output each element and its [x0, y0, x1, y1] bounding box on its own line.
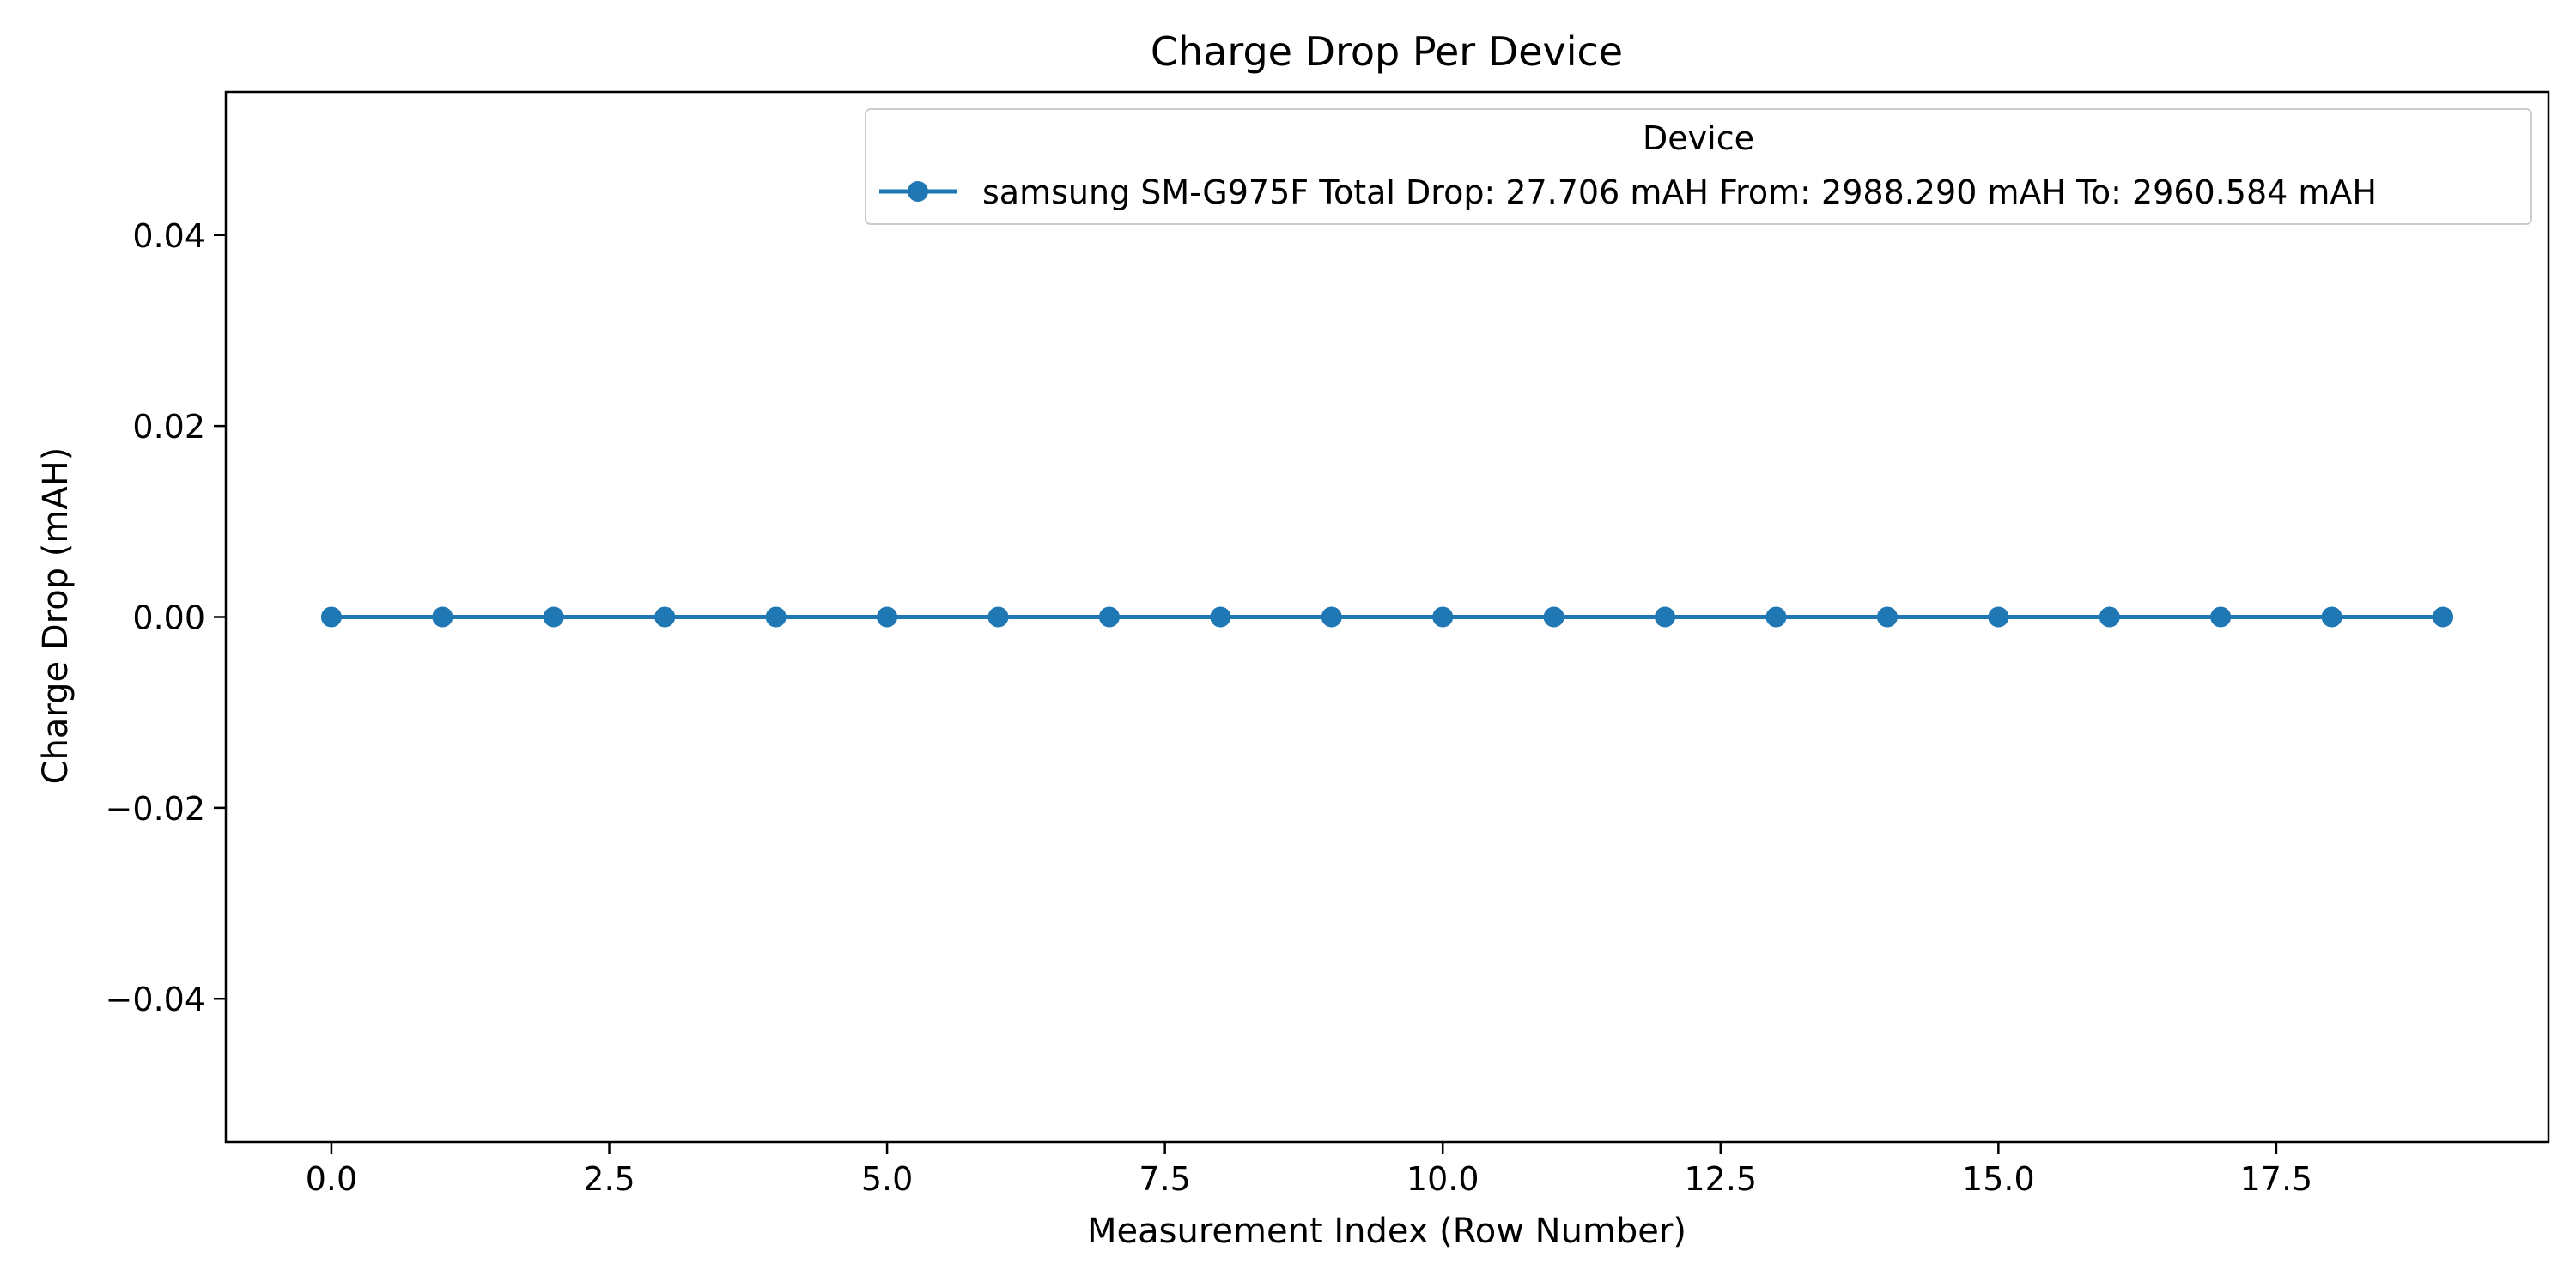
x-tick-label: 0.0 — [306, 1160, 357, 1198]
y-tick-label: 0.04 — [132, 217, 205, 255]
data-point — [1655, 606, 1676, 628]
x-tick-label: 5.0 — [861, 1160, 913, 1198]
y-tick-label: 0.02 — [132, 408, 205, 446]
x-tick-label: 17.5 — [2240, 1160, 2313, 1198]
data-point — [877, 606, 898, 628]
x-tick-label: 10.0 — [1406, 1160, 1479, 1198]
x-tick-label: 12.5 — [1684, 1160, 1757, 1198]
data-point — [654, 606, 676, 628]
data-point — [2210, 606, 2232, 628]
y-tick-label: −0.02 — [106, 790, 205, 828]
axes: 0.0 2.5 5.0 7.5 10.0 12.5 15.0 17.5 −0.04 −0.02 0.… — [106, 90, 2550, 1198]
x-tick-label: 2.5 — [583, 1160, 635, 1198]
data-point — [1321, 606, 1342, 628]
data-point — [987, 606, 1009, 628]
legend-title: Device — [1643, 119, 1754, 157]
y-axis-label: Charge Drop (mAH) — [36, 447, 76, 785]
data-point — [320, 606, 342, 628]
data-point — [432, 606, 453, 628]
data-point — [1988, 606, 2009, 628]
data-point — [2099, 606, 2120, 628]
legend-label: samsung SM-G975F Total Drop: 27.706 mAH … — [982, 173, 2377, 211]
data-point — [1098, 606, 1120, 628]
data-point — [2433, 606, 2454, 628]
data-point — [765, 606, 787, 628]
x-axis-label: Measurement Index (Row Number) — [1087, 1212, 1686, 1251]
legend: Device samsung SM-G975F Total Drop: 27.70… — [865, 108, 2532, 225]
plot-area — [320, 606, 2454, 628]
data-point — [1876, 606, 1898, 628]
data-point — [1210, 606, 1231, 628]
data-point — [2321, 606, 2342, 628]
data-point — [543, 606, 564, 628]
chart-title: Charge Drop Per Device — [1151, 28, 1623, 75]
x-tick-label: 7.5 — [1139, 1160, 1190, 1198]
data-point — [1543, 606, 1564, 628]
data-point — [1432, 606, 1454, 628]
y-tick-label: 0.00 — [132, 599, 205, 637]
data-point — [1765, 606, 1787, 628]
x-tick-label: 15.0 — [1962, 1160, 2035, 1198]
legend-frame — [865, 108, 2532, 225]
y-tick-label: −0.04 — [106, 981, 205, 1018]
legend-marker — [908, 181, 928, 202]
